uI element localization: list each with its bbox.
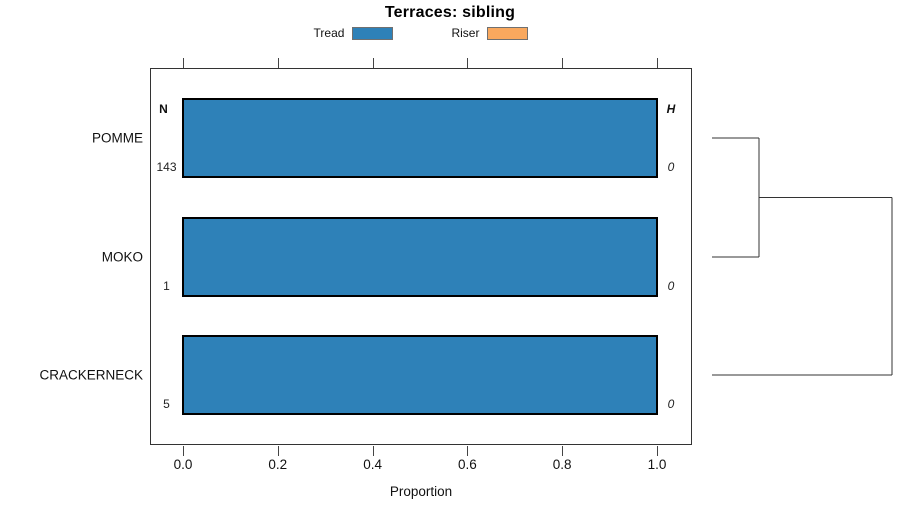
x-axis-tick-bottom bbox=[562, 446, 564, 456]
x-axis-tick-top bbox=[372, 58, 374, 68]
x-axis-tick-label: 0.4 bbox=[363, 457, 382, 472]
bar-crackerneck-tread bbox=[182, 335, 658, 415]
x-axis-tick-label: 0.0 bbox=[173, 457, 193, 472]
x-axis-tick-top bbox=[183, 58, 184, 68]
x-axis-tick-top bbox=[657, 58, 658, 68]
x-axis-tick-label: 0.6 bbox=[458, 457, 477, 472]
legend-swatch bbox=[487, 26, 529, 40]
n-value-crackerneck: 5 bbox=[163, 397, 170, 411]
category-label-moko: MOKO bbox=[101, 249, 143, 265]
dendrogram bbox=[712, 137, 893, 376]
legend-item-riser: Riser bbox=[451, 26, 529, 40]
legend: Tread Riser bbox=[150, 25, 692, 41]
bar-pomme-tread bbox=[182, 98, 658, 178]
legend-swatch bbox=[352, 26, 394, 40]
n-value-moko: 1 bbox=[163, 279, 170, 293]
x-axis-tick-top bbox=[277, 58, 279, 68]
x-axis-tick-bottom bbox=[372, 446, 374, 456]
x-axis-tick-label: 0.8 bbox=[552, 457, 572, 472]
h-value-pomme: 0 bbox=[667, 160, 675, 174]
legend-item-tread: Tread bbox=[314, 26, 394, 40]
h-value-moko: 0 bbox=[667, 279, 675, 293]
x-axis-tick-bottom bbox=[657, 446, 658, 456]
x-axis-tick-top bbox=[467, 58, 469, 68]
x-axis-tick-bottom bbox=[277, 446, 279, 456]
x-axis-tick-bottom bbox=[183, 446, 184, 456]
plot-area bbox=[150, 68, 692, 445]
x-axis-tick-label: 0.2 bbox=[268, 457, 288, 472]
category-label-pomme: POMME bbox=[91, 130, 143, 146]
x-axis-tick-label: 1.0 bbox=[647, 457, 667, 472]
x-axis-label: Proportion bbox=[389, 484, 453, 499]
legend-label: Tread bbox=[313, 26, 345, 40]
h-column-header: H bbox=[666, 101, 676, 116]
x-axis-tick-top bbox=[562, 58, 564, 68]
n-column-header: N bbox=[159, 101, 168, 116]
h-value-crackerneck: 0 bbox=[667, 397, 675, 411]
category-label-crackerneck: CRACKERNECK bbox=[39, 367, 143, 383]
n-value-pomme: 143 bbox=[156, 160, 177, 174]
bar-moko-tread bbox=[182, 217, 658, 297]
x-axis-tick-bottom bbox=[467, 446, 469, 456]
chart-title: Terraces: sibling bbox=[384, 4, 516, 21]
legend-label: Riser bbox=[451, 26, 480, 40]
